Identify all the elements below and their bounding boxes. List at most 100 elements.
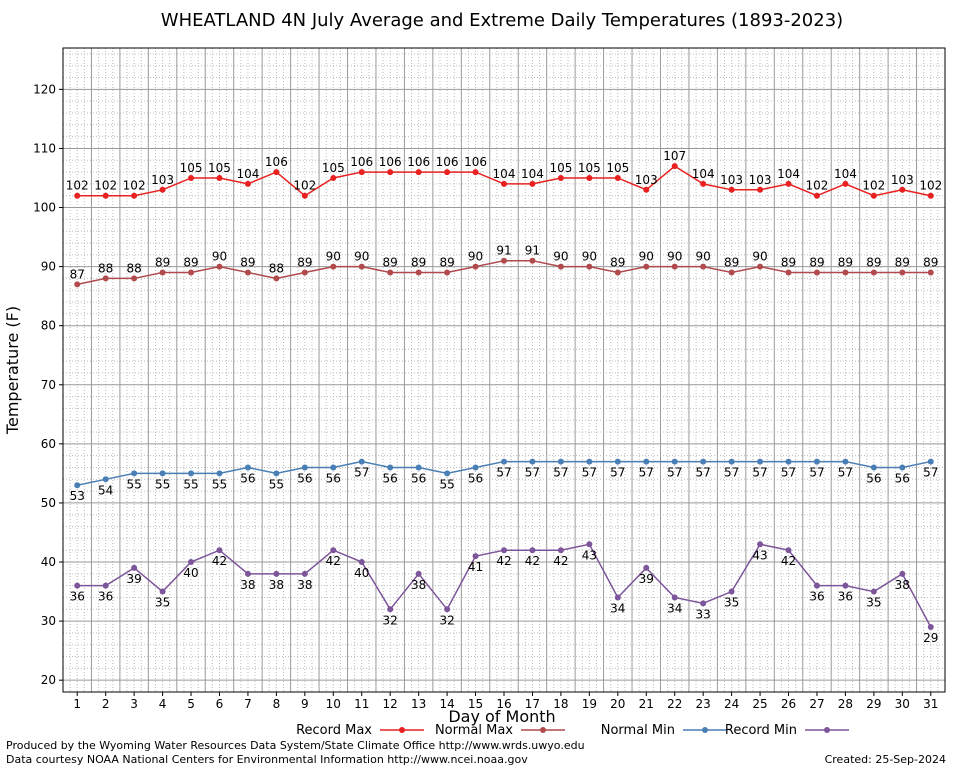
data-label: 90 <box>326 250 341 264</box>
data-label: 90 <box>582 250 597 264</box>
series-layer: 102 102 102 103 105 105 104 106 102 105 106 106 106 1… <box>66 149 942 645</box>
x-tick-label: 16 <box>496 697 511 711</box>
data-point <box>586 263 593 270</box>
legend-label: Normal Min <box>601 723 675 738</box>
data-label: 104 <box>521 167 544 181</box>
x-tick-label: 11 <box>354 697 369 711</box>
footer-data-courtesy: Data courtesy NOAA National Centers for … <box>6 753 528 766</box>
x-tick-label: 26 <box>781 697 796 711</box>
data-label: 89 <box>809 256 824 270</box>
data-point <box>102 476 109 483</box>
data-point <box>216 547 223 554</box>
legend-item-record-max: Record Max <box>296 723 424 738</box>
y-tick-label: 100 <box>33 201 56 215</box>
footer-produced-by: Produced by the Wyoming Water Resources … <box>6 739 585 752</box>
data-point <box>529 458 536 465</box>
data-label: 104 <box>692 167 715 181</box>
data-point <box>330 547 337 554</box>
data-label: 39 <box>126 572 141 586</box>
x-tick-label: 3 <box>130 697 138 711</box>
x-tick-label: 1 <box>73 697 81 711</box>
data-label: 90 <box>696 250 711 264</box>
data-point <box>472 553 479 560</box>
data-point <box>927 624 934 631</box>
data-point <box>415 269 422 276</box>
data-label: 43 <box>582 548 597 562</box>
legend-label: Record Min <box>725 723 797 738</box>
data-point <box>671 458 678 465</box>
data-point <box>728 269 735 276</box>
y-tick-label: 40 <box>41 555 56 569</box>
data-point <box>728 588 735 595</box>
data-point <box>301 192 308 199</box>
legend-swatch-marker <box>702 727 708 733</box>
data-label: 35 <box>724 596 739 610</box>
data-label: 42 <box>212 554 227 568</box>
x-tick-label: 25 <box>752 697 767 711</box>
data-label: 88 <box>269 261 284 275</box>
x-tick-label: 29 <box>866 697 881 711</box>
data-point <box>501 180 507 187</box>
data-point <box>643 458 650 465</box>
data-point <box>188 174 195 181</box>
data-label: 88 <box>126 261 141 275</box>
data-label: 38 <box>895 578 910 592</box>
data-label: 38 <box>240 578 255 592</box>
data-point <box>870 192 877 199</box>
legend-swatch-marker <box>824 727 830 733</box>
x-tick-label: 23 <box>696 697 711 711</box>
data-label: 56 <box>326 471 341 485</box>
data-label: 57 <box>496 466 511 480</box>
data-point <box>188 470 195 477</box>
data-point <box>813 192 820 199</box>
series-record-min: 36 36 39 35 40 42 38 38 38 42 40 32 38 32 41 42 42 42 43 34… <box>70 541 938 645</box>
series-normal-min: 53 54 55 55 55 55 56 55 56 56 57 56 56 55 56 57 57 57 57 57… <box>70 458 938 503</box>
data-label: 57 <box>838 466 853 480</box>
data-point <box>358 458 365 465</box>
x-tick-label: 13 <box>411 697 426 711</box>
data-point <box>301 570 308 577</box>
data-point <box>472 464 479 471</box>
data-point <box>102 275 109 282</box>
data-label: 53 <box>70 489 85 503</box>
x-tick-label: 20 <box>610 697 625 711</box>
x-tick-label: 22 <box>667 697 682 711</box>
y-tick-label: 60 <box>41 437 56 451</box>
data-label: 103 <box>151 173 174 187</box>
data-label: 38 <box>269 578 284 592</box>
data-label: 103 <box>720 173 743 187</box>
data-point <box>899 570 906 577</box>
data-label: 57 <box>354 466 369 480</box>
data-label: 55 <box>155 477 170 491</box>
data-point <box>557 174 564 181</box>
data-point <box>444 169 451 176</box>
data-point <box>785 547 792 554</box>
data-label: 33 <box>696 607 711 621</box>
y-tick-label: 20 <box>41 673 56 687</box>
data-point <box>700 180 707 187</box>
data-point <box>358 263 365 270</box>
data-label: 41 <box>468 560 483 574</box>
data-label: 55 <box>126 477 141 491</box>
data-label: 103 <box>891 173 914 187</box>
x-tick-label: 24 <box>724 697 739 711</box>
data-label: 105 <box>578 161 601 175</box>
data-point <box>671 594 678 601</box>
y-tick-label: 90 <box>41 260 56 274</box>
data-point <box>273 169 280 176</box>
data-label: 42 <box>553 554 568 568</box>
data-label: 40 <box>354 566 369 580</box>
footer-created-date: Created: 25-Sep-2024 <box>825 753 946 766</box>
data-point <box>501 547 507 554</box>
data-label: 89 <box>610 256 625 270</box>
data-label: 90 <box>468 250 483 264</box>
data-point <box>785 180 792 187</box>
data-point <box>671 163 678 170</box>
data-label: 89 <box>866 256 881 270</box>
data-point <box>785 458 792 465</box>
data-label: 57 <box>525 466 540 480</box>
data-point <box>159 588 166 595</box>
data-label: 89 <box>183 256 198 270</box>
legend-item-normal-min: Normal Min <box>601 723 727 738</box>
